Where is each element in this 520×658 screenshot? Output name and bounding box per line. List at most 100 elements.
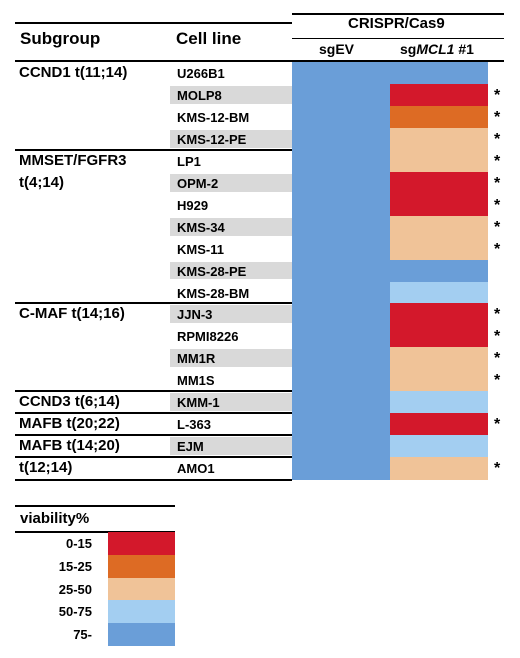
heat-cell-sgmcl1	[390, 105, 488, 129]
group-separator	[15, 148, 292, 151]
significance-star: *	[494, 174, 501, 192]
cell-line-label: EJM	[177, 439, 204, 455]
row-shade	[170, 173, 292, 192]
group-separator	[15, 412, 292, 415]
subgroup-label: CCND1 t(11;14)	[19, 64, 128, 81]
column-header-crispr: CRISPR/Cas9	[348, 15, 445, 32]
legend-rule-top	[15, 505, 175, 507]
significance-star: *	[494, 306, 501, 324]
cell-line-label: KMS-12-BM	[177, 109, 250, 125]
heat-cell-sgev	[292, 259, 390, 282]
heat-cell-sgmcl1	[390, 325, 488, 348]
cell-line-label: LP1	[177, 153, 201, 169]
row-shade	[170, 305, 292, 324]
significance-star: *	[494, 130, 501, 148]
heat-cell-sgmcl1	[390, 413, 488, 436]
legend-swatch	[108, 554, 175, 579]
cell-line-label: MOLP8	[177, 87, 222, 103]
sgmcl1-gene: MCL1	[416, 41, 455, 57]
heat-cell-sgev	[292, 83, 390, 107]
row-shade	[170, 85, 292, 104]
cell-line-label: KMS-34	[177, 219, 225, 235]
row-shade	[170, 129, 292, 148]
heat-cell-sgmcl1	[390, 171, 488, 195]
heat-cell-sgev	[292, 281, 390, 304]
heat-cell-sgmcl1	[390, 347, 488, 370]
cell-line-label: JJN-3	[177, 307, 213, 323]
heat-cell-sgmcl1	[390, 193, 488, 217]
significance-star: *	[494, 152, 501, 170]
heat-cell-sgmcl1	[390, 457, 488, 480]
column-header-sgev: sgEV	[319, 41, 355, 57]
heat-cell-sgev	[292, 62, 390, 85]
cell-line-label: KMS-28-PE	[177, 263, 247, 279]
heat-cell-sgmcl1	[390, 127, 488, 151]
sgmcl1-suffix: #1	[454, 41, 474, 57]
heat-cell-sgmcl1	[390, 83, 488, 107]
cell-line-label: KMM-1	[177, 395, 220, 411]
row-shade	[170, 437, 292, 456]
legend-swatch	[108, 532, 175, 556]
heat-cell-sgev	[292, 413, 390, 436]
cell-line-label: KMS-28-BM	[177, 285, 250, 301]
rule-header-bottom	[15, 60, 504, 62]
cell-line-label: RPMI8226	[177, 329, 239, 345]
legend-label: 75-	[73, 627, 92, 643]
heat-cell-sgev	[292, 237, 390, 261]
heat-cell-sgev	[292, 457, 390, 480]
legend-rule-mid	[15, 531, 175, 533]
subgroup-label: MMSET/FGFR3	[19, 151, 127, 169]
heat-cell-sgmcl1	[390, 62, 488, 85]
heat-cell-sgmcl1	[390, 303, 488, 326]
legend-swatch	[108, 623, 175, 647]
significance-star: *	[494, 372, 501, 390]
heat-cell-sgev	[292, 127, 390, 151]
significance-star: *	[494, 86, 501, 104]
heat-cell-sgmcl1	[390, 215, 488, 239]
subgroup-label: t(12;14)	[19, 459, 73, 477]
heat-cell-sgev	[292, 215, 390, 239]
heat-cell-sgmcl1	[390, 435, 488, 458]
heat-cell-sgev	[292, 391, 390, 414]
cell-line-label: U266B1	[177, 66, 225, 81]
row-shade	[170, 261, 292, 280]
heat-cell-sgev	[292, 193, 390, 217]
row-shade	[170, 393, 292, 412]
legend-title: viability%	[20, 510, 90, 527]
rule-top-crispr	[292, 13, 504, 15]
heat-cell-sgmcl1	[390, 369, 488, 392]
rule-top	[15, 22, 292, 24]
cell-line-label: MM1S	[177, 373, 215, 389]
cell-line-label: KMS-11	[177, 241, 224, 257]
column-header-cell-line: Cell line	[176, 29, 242, 48]
legend-label: 0-15	[65, 536, 92, 551]
group-separator	[15, 456, 292, 459]
rule-table-bottom	[15, 479, 292, 482]
heat-cell-sgev	[292, 347, 390, 370]
heat-cell-sgev	[292, 435, 390, 458]
column-header-subgroup: Subgroup	[20, 29, 101, 48]
subgroup-label: C-MAF t(14;16)	[19, 305, 125, 323]
heat-cell-sgev	[292, 171, 390, 195]
cell-line-label: OPM-2	[177, 175, 219, 191]
rule-mid-crispr	[292, 38, 504, 39]
significance-star: *	[494, 350, 501, 368]
row-shade	[170, 217, 292, 236]
legend-swatch	[108, 600, 175, 624]
significance-star: *	[494, 196, 501, 214]
cell-line-label: KMS-12-PE	[177, 131, 247, 147]
heat-cell-sgev	[292, 325, 390, 348]
heat-cell-sgev	[292, 149, 390, 173]
legend-label: 25-50	[58, 581, 92, 597]
cell-line-label: L-363	[177, 417, 211, 433]
cell-line-label: H929	[177, 197, 209, 213]
heat-cell-sgev	[292, 303, 390, 326]
cell-line-label: MM1R	[177, 351, 216, 367]
row-shade	[170, 349, 292, 368]
group-separator	[15, 434, 292, 437]
heat-cell-sgev	[292, 105, 390, 129]
significance-star: *	[494, 218, 501, 236]
significance-star: *	[494, 460, 501, 478]
heat-cell-sgmcl1	[390, 391, 488, 414]
